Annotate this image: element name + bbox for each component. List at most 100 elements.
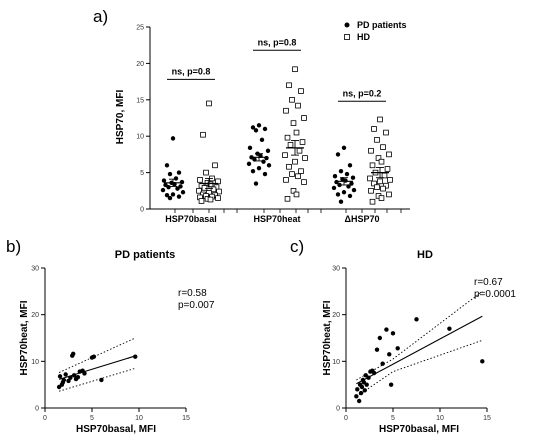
panel-c-data-point — [395, 346, 400, 351]
data-point-hd — [381, 172, 388, 179]
panel-c-data-point — [414, 317, 419, 322]
data-point-hd — [378, 158, 385, 165]
panel-b-data-point — [63, 372, 68, 377]
data-point-pd — [262, 126, 268, 132]
data-point-hd — [200, 131, 206, 138]
significance-label: ns, p=0.2 — [343, 88, 382, 98]
panel-c-r-value: r=0.67 — [474, 277, 503, 288]
data-point-hd — [387, 177, 393, 183]
panel-b-ci-lower — [58, 367, 136, 392]
data-point-pd — [246, 161, 252, 167]
data-point-hd — [299, 139, 306, 145]
data-point-hd — [301, 115, 307, 121]
data-point-hd — [298, 88, 304, 94]
panel-a-points: ns, p=0.8 ns, p=0.8 ns, p=0.2 — [160, 37, 393, 205]
data-point-hd — [206, 100, 212, 107]
data-point-hd — [368, 187, 374, 194]
data-point-pd — [349, 181, 354, 186]
panel-b-data-point — [91, 354, 97, 359]
data-point-hd — [369, 162, 376, 169]
data-point-hd — [384, 166, 391, 172]
panel-c-data-point — [356, 398, 362, 404]
data-point-hd — [371, 126, 377, 132]
panel-c-data-point — [362, 388, 367, 393]
panel-c-data-point — [372, 370, 377, 376]
data-point-pd — [335, 152, 341, 157]
data-point-hd — [369, 198, 376, 205]
panel-b-y-tick-label: 20 — [31, 312, 39, 319]
panel-c-data-point — [364, 382, 369, 387]
panel-b-data-point — [57, 374, 63, 379]
panel-c-data-point — [359, 384, 365, 390]
data-point-hd — [207, 181, 214, 188]
panel-c-label: c) — [290, 237, 304, 256]
data-point-pd — [341, 145, 347, 151]
data-point-hd — [383, 129, 389, 136]
panel-c-data-point — [355, 387, 360, 392]
panel-c-data-point — [380, 361, 385, 366]
data-point-hd — [284, 196, 291, 202]
panel-b-x-tick-label: 10 — [135, 415, 143, 422]
data-point-pd — [347, 193, 353, 199]
data-point-pd — [250, 168, 256, 174]
panel-c-data-point — [377, 335, 383, 341]
panel-b-data-point — [133, 354, 138, 359]
panel-a-y-tick-label: 0 — [140, 207, 144, 214]
data-point-pd — [344, 171, 350, 177]
panel-a-category-label: HSP70basal — [165, 214, 217, 224]
data-point-hd — [374, 137, 380, 143]
data-point-pd — [250, 125, 256, 130]
data-point-hd — [198, 198, 205, 204]
data-point-hd — [374, 184, 380, 190]
data-point-pd — [264, 155, 269, 161]
panel-b-regression-line — [58, 355, 136, 380]
panel-b-p-value: p=0.007 — [178, 300, 215, 311]
data-point-pd — [332, 174, 338, 179]
data-point-hd — [201, 185, 208, 191]
data-point-hd — [298, 168, 304, 174]
panel-b-y-tick-label: 0 — [35, 406, 39, 413]
data-point-hd — [290, 120, 297, 126]
panel-b-x-axis-label: HSP70basal, MFI — [76, 424, 156, 435]
panel-a-y-tick-label: 15 — [136, 97, 144, 104]
panel-a-category-label: HSP70heat — [253, 214, 300, 224]
panel-c-x-axis-label: HSP70basal, MFI — [379, 424, 459, 435]
data-point-pd — [166, 184, 171, 190]
legend-label-pd: PD patients — [357, 20, 407, 30]
panel-b-r-value: r=0.58 — [178, 288, 207, 299]
data-point-pd — [247, 145, 253, 151]
data-point-pd — [347, 163, 353, 168]
panel-b-label: b) — [6, 237, 21, 256]
data-point-pd — [261, 159, 266, 164]
panel-c-data-point — [388, 382, 394, 387]
data-point-hd — [386, 191, 392, 198]
data-point-pd — [167, 171, 173, 177]
panel-b-chart: PD patients HSP70heat, MFI HSP70basal, M… — [19, 249, 215, 435]
panel-b-x-tick-label: 15 — [182, 415, 190, 422]
data-point-hd — [283, 177, 289, 183]
data-point-pd — [351, 187, 357, 193]
data-point-hd — [295, 102, 301, 109]
data-point-hd — [197, 177, 203, 183]
data-point-pd — [167, 195, 173, 201]
data-point-hd — [293, 129, 300, 136]
legend-marker-hd — [344, 34, 350, 40]
data-point-pd — [256, 123, 262, 128]
panel-a-y-tick-label: 20 — [136, 61, 144, 68]
data-point-hd — [289, 97, 295, 103]
panel-b-data-point — [61, 377, 66, 383]
data-point-hd — [282, 152, 288, 158]
panel-b-data-point — [75, 375, 81, 380]
data-point-hd — [287, 142, 294, 148]
data-point-pd — [170, 192, 176, 197]
data-point-pd — [161, 178, 167, 183]
panel-b-data-point — [82, 371, 87, 376]
data-point-pd — [335, 192, 341, 197]
data-point-hd — [380, 185, 386, 192]
data-point-hd — [289, 171, 295, 177]
data-point-pd — [164, 192, 170, 198]
data-point-pd — [265, 148, 271, 153]
panel-b-plot-area: 0 10 20 30 0 5 10 15 — [31, 266, 190, 423]
panel-c-ci-lower — [356, 339, 483, 398]
